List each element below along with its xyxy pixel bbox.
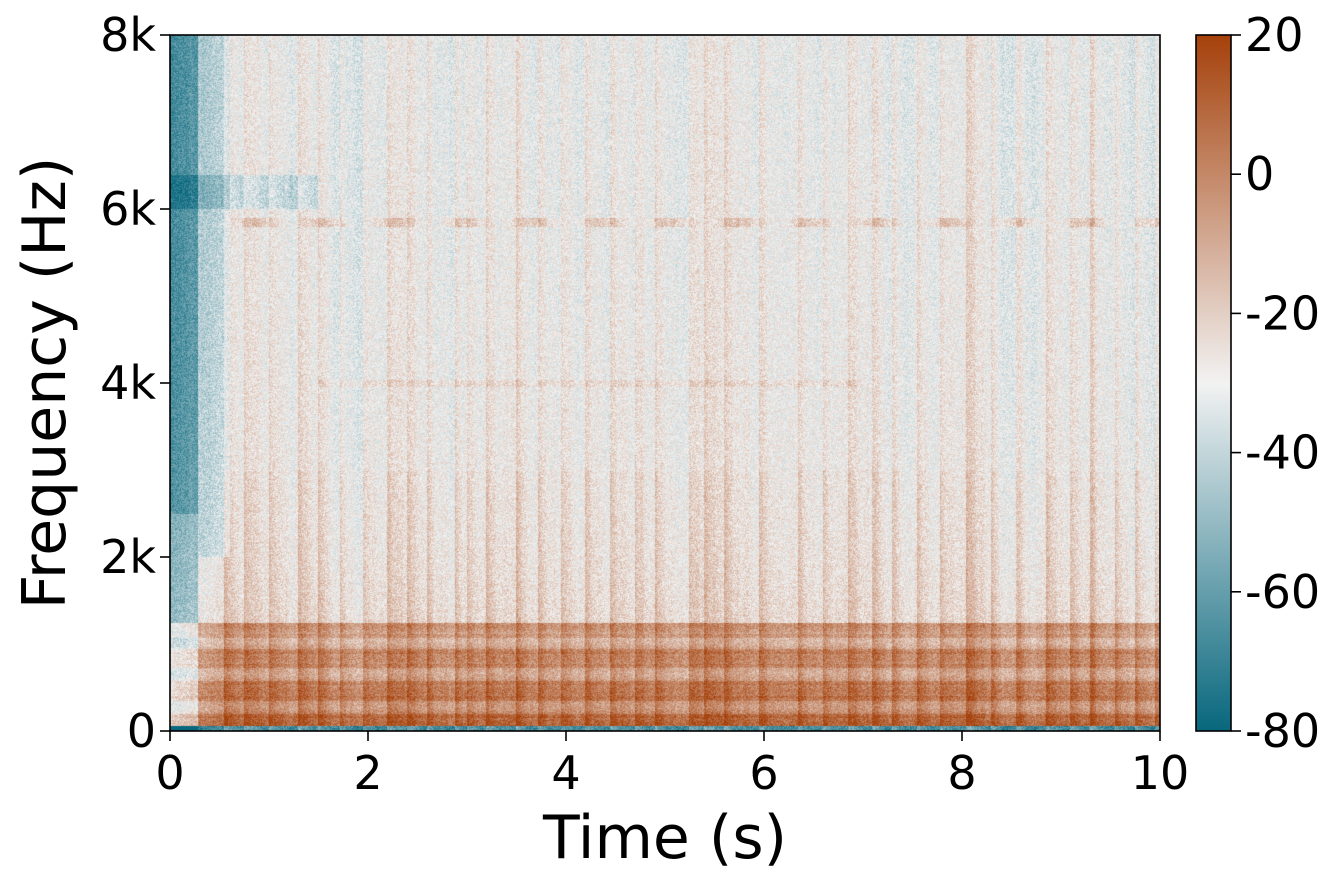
colorbar <box>1195 34 1232 732</box>
x-tick-label: 10 <box>1131 746 1190 800</box>
spectrogram-image-container <box>170 35 1160 731</box>
y-tick-label: 2k <box>100 530 156 584</box>
y-axis: 0 2k 4k 6k 8k <box>100 8 170 758</box>
y-tick-label: 6k <box>100 182 156 236</box>
x-tick-label: 2 <box>353 746 382 800</box>
x-tick-label: 8 <box>947 746 976 800</box>
colorbar-tick-label: -40 <box>1245 426 1320 480</box>
spectrogram-heatmap <box>170 35 1160 731</box>
x-axis: 0 2 4 6 8 10 <box>155 731 1189 800</box>
colorbar-tick-label: -60 <box>1245 565 1320 619</box>
x-axis-title: Time (s) <box>542 803 787 873</box>
x-tick-label: 6 <box>749 746 778 800</box>
y-tick-label: 8k <box>100 8 156 62</box>
y-axis-title: Frequency (Hz) <box>10 157 80 609</box>
colorbar-tick-label: -80 <box>1245 704 1320 758</box>
y-tick-label: 0 <box>127 704 156 758</box>
colorbar-tick-label: -20 <box>1245 286 1320 340</box>
x-tick-label: 4 <box>551 746 580 800</box>
x-tick-label: 0 <box>155 746 184 800</box>
y-tick-label: 4k <box>100 356 156 410</box>
colorbar-tick-label: 20 <box>1245 8 1304 62</box>
colorbar-ticks: -80 -60 -40 -20 0 20 <box>1231 8 1320 758</box>
colorbar-tick-label: 0 <box>1245 147 1274 201</box>
